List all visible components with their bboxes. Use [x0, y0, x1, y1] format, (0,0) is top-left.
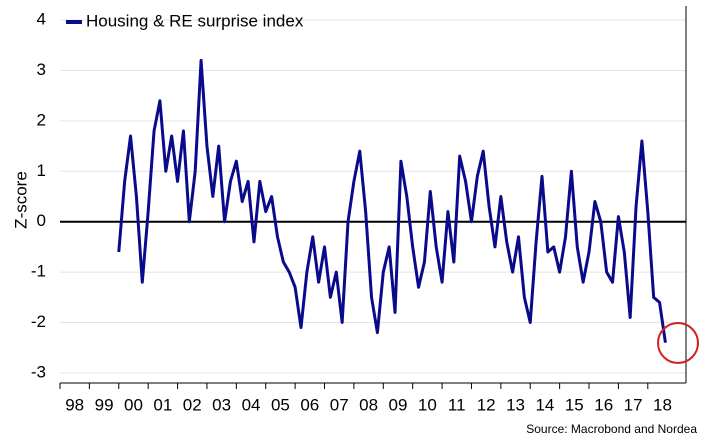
line [117, 58, 667, 343]
y-tick-label: 3 [37, 60, 46, 79]
source: Source: Macrobond and Nordea [526, 422, 697, 436]
x-tick-label: 00 [124, 395, 143, 414]
x-tick-label: 05 [271, 395, 290, 414]
y-tick-label: -3 [31, 362, 46, 381]
x-tick-label: 99 [95, 395, 114, 414]
x-tick-label: 07 [330, 395, 349, 414]
highlight-circle [657, 322, 699, 364]
x-tick-label: 06 [300, 395, 319, 414]
y-tick-label: -2 [31, 312, 46, 331]
x-tick-label: 03 [212, 395, 231, 414]
y-tick-label: 4 [37, 10, 46, 29]
x-tick-label: 01 [153, 395, 172, 414]
x-tick-label: 98 [65, 395, 84, 414]
x-tick-label: 09 [389, 395, 408, 414]
x-tick-label: 04 [242, 395, 261, 414]
y-tick-label: -1 [31, 262, 46, 281]
y-tick-label: 2 [37, 110, 46, 129]
y-tick-label: 0 [37, 211, 46, 230]
x-tick-label: 10 [418, 395, 437, 414]
x-tick-label: 02 [183, 395, 202, 414]
y-axis-label: Z-score [11, 171, 30, 229]
x-tick-label: 17 [624, 395, 643, 414]
x-tick-label: 11 [448, 395, 466, 414]
x-tick-label: 12 [477, 395, 496, 414]
x-tick-label: 15 [565, 395, 584, 414]
x-tick-label: 14 [535, 395, 554, 414]
y-tick-label: 1 [37, 161, 46, 180]
x-tick-label: 13 [506, 395, 525, 414]
x-tick-label: 08 [359, 395, 378, 414]
legend-label: Housing & RE surprise index [86, 11, 304, 30]
x-tick-label: 16 [594, 395, 613, 414]
x-tick-label: 18 [653, 395, 672, 414]
